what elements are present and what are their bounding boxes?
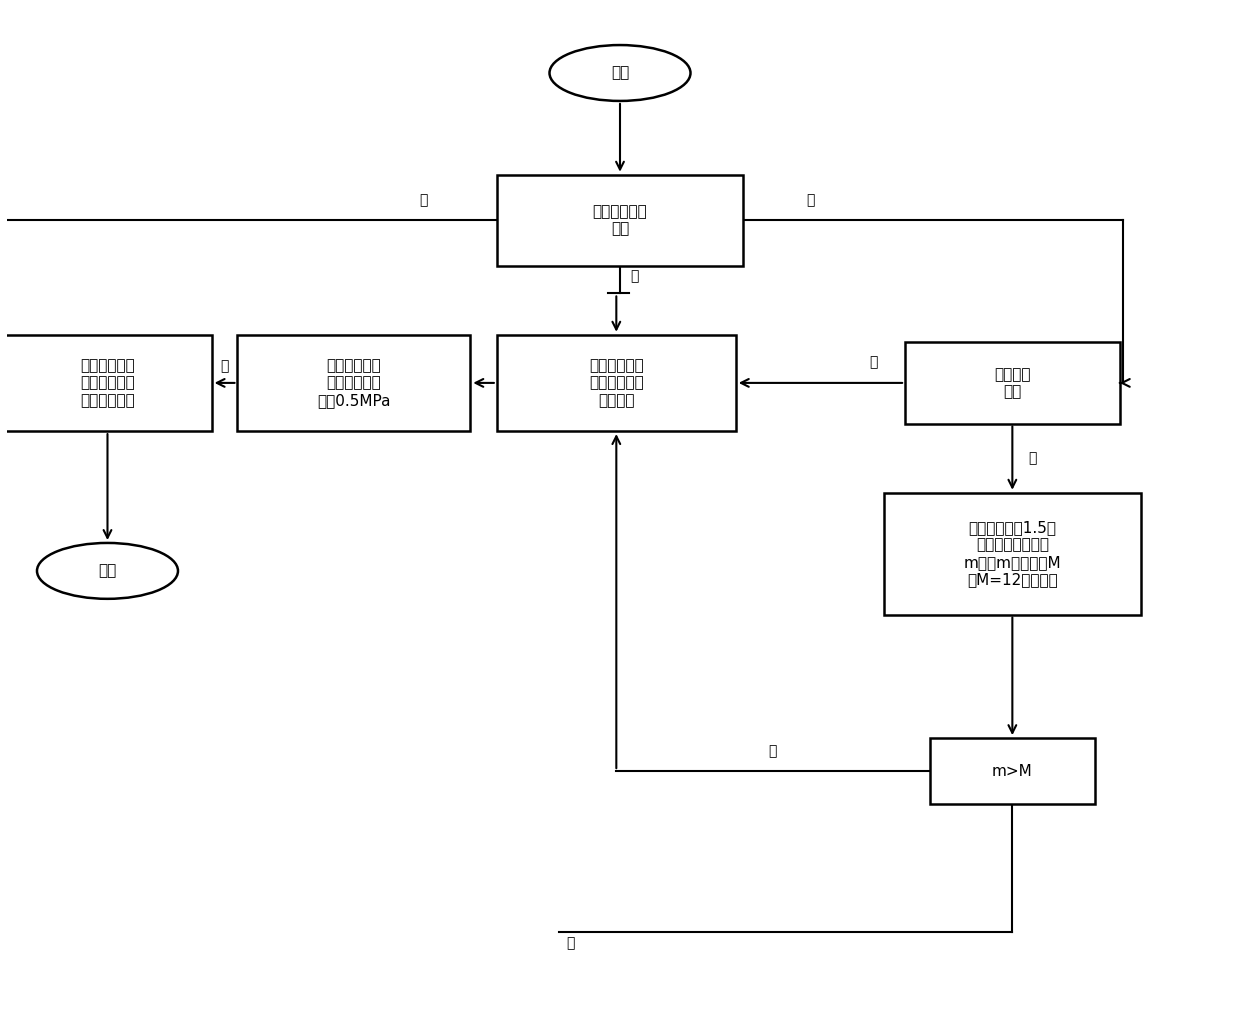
Bar (4, 335, 212, 432)
Bar (905, 342, 1120, 423)
Text: 是: 是 (1028, 451, 1037, 466)
Bar (884, 492, 1141, 615)
Bar (497, 335, 735, 432)
Text: 否: 否 (419, 193, 428, 207)
Text: m>M: m>M (992, 763, 1033, 779)
Text: 关闭能量再生
电磁阀，大臂
正常速度动作: 关闭能量再生 电磁阀，大臂 正常速度动作 (81, 358, 135, 408)
Text: 是: 是 (221, 358, 228, 373)
Bar (930, 739, 1095, 804)
Bar (237, 335, 470, 432)
Bar (497, 175, 743, 266)
Ellipse shape (37, 543, 179, 598)
Text: 打开能量再生
电磁阀，大臂
快速提升: 打开能量再生 电磁阀，大臂 快速提升 (589, 358, 644, 408)
Text: 是否关闭选择
开关: 是否关闭选择 开关 (593, 204, 647, 237)
Ellipse shape (549, 45, 691, 101)
Text: 是: 是 (567, 936, 575, 951)
Text: 起升油缸的有
杆腔压力足否
小于0.5MPa: 起升油缸的有 杆腔压力足否 小于0.5MPa (317, 358, 391, 408)
Text: 是: 是 (806, 193, 815, 207)
Text: 否: 否 (869, 355, 878, 370)
Text: 否: 否 (769, 744, 777, 758)
Text: 吊具是否
锁紧: 吊具是否 锁紧 (994, 367, 1030, 399)
Text: 结束: 结束 (98, 563, 117, 579)
Text: 开始: 开始 (611, 66, 629, 80)
Text: 否: 否 (630, 269, 639, 283)
Text: 大臂继续起升1.5度
角，测重物的重量
m，将m与设定值M
（M=12吨）比较: 大臂继续起升1.5度 角，测重物的重量 m，将m与设定值M （M=12吨）比较 (963, 520, 1061, 587)
